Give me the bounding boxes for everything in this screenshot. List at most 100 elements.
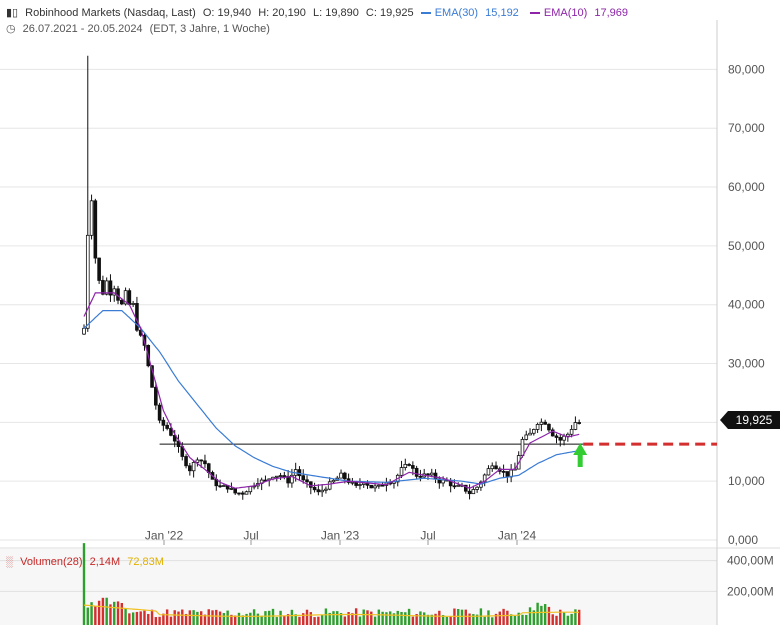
candle-body [558,437,563,441]
candle-body [369,484,374,489]
volume-bar [483,616,486,625]
y-tick-label: 40,000 [728,298,765,312]
candle-body [343,472,347,480]
candle-body [550,429,555,437]
candle-body [131,303,135,305]
volume-bar [426,614,430,625]
candle-body [554,435,559,438]
volume-bar [438,610,441,625]
volume-bar [532,610,536,625]
volume-bar [105,597,108,625]
volume-bar [305,609,309,625]
volume-bar [275,617,278,625]
volume-bar [173,610,176,625]
ema30-legend[interactable]: EMA(30) 15,192 [420,7,523,19]
volume-bar [218,611,222,625]
volume-bar [302,613,305,625]
x-tick-label: Jul [420,529,435,543]
volume-bar [513,616,517,625]
volume-bars-icon[interactable]: ░ [6,557,14,568]
volume-bar [245,613,248,625]
volume-bar [494,613,498,625]
candle-body [154,386,158,406]
volume-bar [169,616,173,625]
candle-body [399,467,404,476]
candle-body [324,488,328,491]
candle-body [463,484,468,492]
candle-body [475,486,479,490]
volume-bar [184,613,188,625]
candle-body [539,421,544,425]
candle-body [467,490,472,495]
candle-body [547,423,551,431]
volume-bar [555,615,558,625]
ema10-legend[interactable]: EMA(10) 17,969 [529,7,632,19]
volume-bar [377,609,381,625]
volume-header: ░ Volumen(28) 2,14M 72,83M [6,556,168,568]
volume-avg: 72,83M [127,556,164,568]
volume-bar [370,611,373,625]
volume-bar [271,608,275,625]
candle-body [429,472,434,476]
volume-bar [131,612,135,625]
high-value: H: 20,190 [258,7,306,19]
candles-icon[interactable]: ▮▯ [6,7,19,19]
volume-bar [521,614,524,625]
date-range-note: (EDT, 3 Jahre, 1 Woche) [149,23,270,35]
volume-bar [415,614,418,625]
candle-body [104,280,109,295]
candle-body [569,428,574,435]
volume-bar [249,612,252,625]
volume-bar [237,612,241,625]
candle-body [524,434,529,440]
clock-icon: ◷ [6,23,16,35]
volume-bar [343,616,347,625]
volume-bar [90,602,93,625]
price-axis: 0,00010,00020,00030,00040,00050,00060,00… [728,62,765,547]
candle-body [274,475,279,478]
volume-bar [230,614,233,625]
volume-bar [286,614,290,625]
candle-body [195,459,200,463]
volume-bar [358,616,362,625]
volume-bar [430,614,433,625]
volume-grid [0,548,718,625]
volume-bar [109,604,112,625]
candle-body [331,479,336,483]
volume-bar [460,609,464,625]
volume-bar [525,614,528,625]
volume-average-line [83,604,580,618]
y-tick-label: 70,000 [728,121,765,135]
volume-background [0,549,717,625]
volume-bar [86,607,89,625]
volume-bar [441,615,445,625]
candle-body [426,473,430,476]
candle-body [82,327,86,335]
volume-bar [101,597,105,625]
volume-bar [199,611,203,625]
candle-body [486,468,491,476]
volume-bar [162,613,165,625]
ema-lines [83,292,580,489]
volume-bar [97,600,101,625]
volume-bar [509,614,513,625]
candle-body [123,290,128,305]
volume-bar [256,613,260,625]
volume-bar [124,608,127,625]
candle-body [535,424,540,430]
ema10-line [83,292,580,489]
volume-bar [449,616,452,625]
volume-bar [196,611,199,625]
volume-axis: 200,00M 400,00M [727,554,774,599]
volume-bar [94,606,97,625]
candle-body [358,484,362,486]
candle-body [573,422,578,430]
close-value: C: 19,925 [365,7,414,19]
volume-bar [203,614,207,625]
open-value: O: 19,940 [202,7,252,19]
volume-bar [336,611,339,625]
x-tick-label: Jul [243,529,258,543]
candle-body [120,299,124,305]
volume-bar [528,607,532,625]
